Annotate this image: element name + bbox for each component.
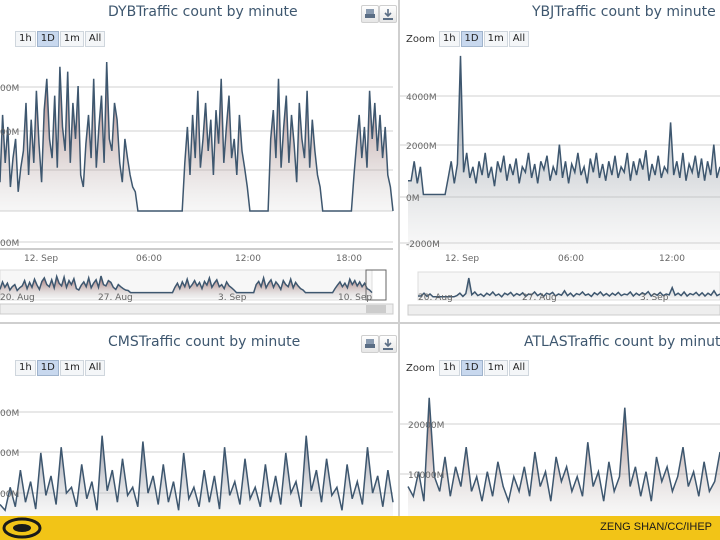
x-tick-label: 20. Aug [0, 293, 35, 303]
chart-plot: 20000M 10000M [400, 397, 720, 516]
footer-bar: ZENG SHAN/CC/IHEP [0, 516, 720, 540]
zoom-label: Zoom [406, 33, 435, 45]
export-icon[interactable] [379, 335, 397, 353]
chart-plot: 00M 00M 00M 12. Sep 06:00 12:00 18:00 20. Aug 27… [0, 61, 394, 315]
series-area [0, 276, 372, 298]
y-tick-label: 2000M [406, 142, 437, 152]
zoom-1h-button[interactable]: 1h [15, 360, 36, 376]
chart-title: ATLASTraffic count by minute [524, 334, 720, 350]
chart-panel-atlas: ATLASTraffic count by minute Zoom 1h 1D … [400, 324, 720, 516]
chart-plot: 00M 00M 00M [0, 409, 394, 516]
zoom-1d-button[interactable]: 1D [36, 360, 59, 376]
zoom-label: Zoom [406, 362, 435, 374]
horizontal-divider [0, 322, 720, 324]
series-line [0, 273, 373, 294]
x-tick-label: 18:00 [336, 254, 362, 264]
y-tick-label: 4000M [406, 93, 437, 103]
x-tick-label: 06:00 [558, 254, 584, 264]
x-tick-label: 3. Sep [640, 293, 669, 303]
zoom-1d-button[interactable]: 1D [460, 360, 483, 376]
x-tick-label: 12:00 [235, 254, 261, 264]
zoom-all-button[interactable]: All [508, 31, 530, 47]
zoom-all-button[interactable]: All [84, 31, 106, 47]
zoom-1d-button[interactable]: 1D [36, 31, 59, 47]
navigator-handle [365, 269, 387, 301]
zoom-1m-button[interactable]: 1m [483, 360, 508, 376]
chart-title: DYBTraffic count by minute [108, 4, 298, 20]
ihep-logo-icon [2, 517, 42, 539]
zoom-all-button[interactable]: All [84, 360, 106, 376]
chart-title: YBJTraffic count by minute [532, 4, 716, 20]
zoom-all-button[interactable]: All [508, 360, 530, 376]
zoom-selector: 1h 1D 1m All [11, 360, 106, 376]
footer-credit: ZENG SHAN/CC/IHEP [600, 521, 712, 533]
x-tick-label: 27. Aug [522, 293, 557, 303]
x-tick-label: 27. Aug [98, 293, 133, 303]
x-tick-label: 12. Sep [24, 254, 58, 264]
zoom-1m-button[interactable]: 1m [59, 31, 84, 47]
x-tick-label: 3. Sep [218, 293, 247, 303]
chart-title: CMSTraffic count by minute [108, 334, 301, 350]
zoom-1h-button[interactable]: 1h [438, 31, 460, 47]
x-tick-label: 10. Sep [338, 293, 372, 303]
y-tick-label: 00M [0, 239, 19, 249]
scrollbar-thumb [366, 305, 386, 313]
chart-plot: 4000M 2000M 0M -2000M 12. Sep 06:00 12:00 20. A… [400, 55, 720, 316]
zoom-selector: Zoom 1h 1D 1m All [406, 360, 530, 376]
series-line [407, 397, 720, 504]
navigator-scrollbar [407, 304, 720, 316]
x-tick-label: 12:00 [659, 254, 685, 264]
zoom-1m-button[interactable]: 1m [59, 360, 84, 376]
zoom-selector: Zoom 1h 1D 1m All [406, 31, 530, 47]
zoom-1h-button[interactable]: 1h [15, 31, 36, 47]
vertical-divider [398, 0, 400, 516]
series-area [408, 397, 720, 516]
x-tick-label: 20. Aug [418, 293, 453, 303]
y-tick-label: 00M [0, 409, 19, 419]
zoom-1m-button[interactable]: 1m [483, 31, 508, 47]
chart-panel-ybj: YBJTraffic count by minute Zoom 1h 1D 1m… [400, 0, 720, 322]
series-area [408, 55, 720, 251]
series-line [0, 61, 394, 212]
chart-panel-cms: CMSTraffic count by minute 1h 1D 1m All … [0, 324, 398, 516]
y-tick-label: 00M [0, 128, 19, 138]
y-tick-label: -2000M [406, 240, 440, 250]
series-line [0, 435, 394, 512]
export-icon[interactable] [379, 5, 397, 23]
series-line [418, 277, 720, 298]
zoom-selector: 1h 1D 1m All [11, 31, 106, 47]
zoom-1d-button[interactable]: 1D [460, 31, 483, 47]
x-tick-label: 06:00 [136, 254, 162, 264]
chart-panel-dyb: DYBTraffic count by minute 1h 1D 1m All … [0, 0, 398, 322]
y-tick-label: 00M [0, 449, 19, 459]
print-icon[interactable] [361, 335, 379, 353]
series-line [408, 55, 720, 196]
zoom-1h-button[interactable]: 1h [438, 360, 460, 376]
y-tick-label: 0M [406, 194, 420, 204]
y-tick-label: 00M [0, 490, 19, 500]
print-icon[interactable] [361, 5, 379, 23]
y-tick-label: 20000M [408, 421, 444, 431]
navigator-scrollbar [0, 303, 394, 315]
x-tick-label: 12. Sep [445, 254, 479, 264]
y-tick-label: 10000M [408, 471, 444, 481]
y-tick-label: 00M [0, 84, 19, 94]
